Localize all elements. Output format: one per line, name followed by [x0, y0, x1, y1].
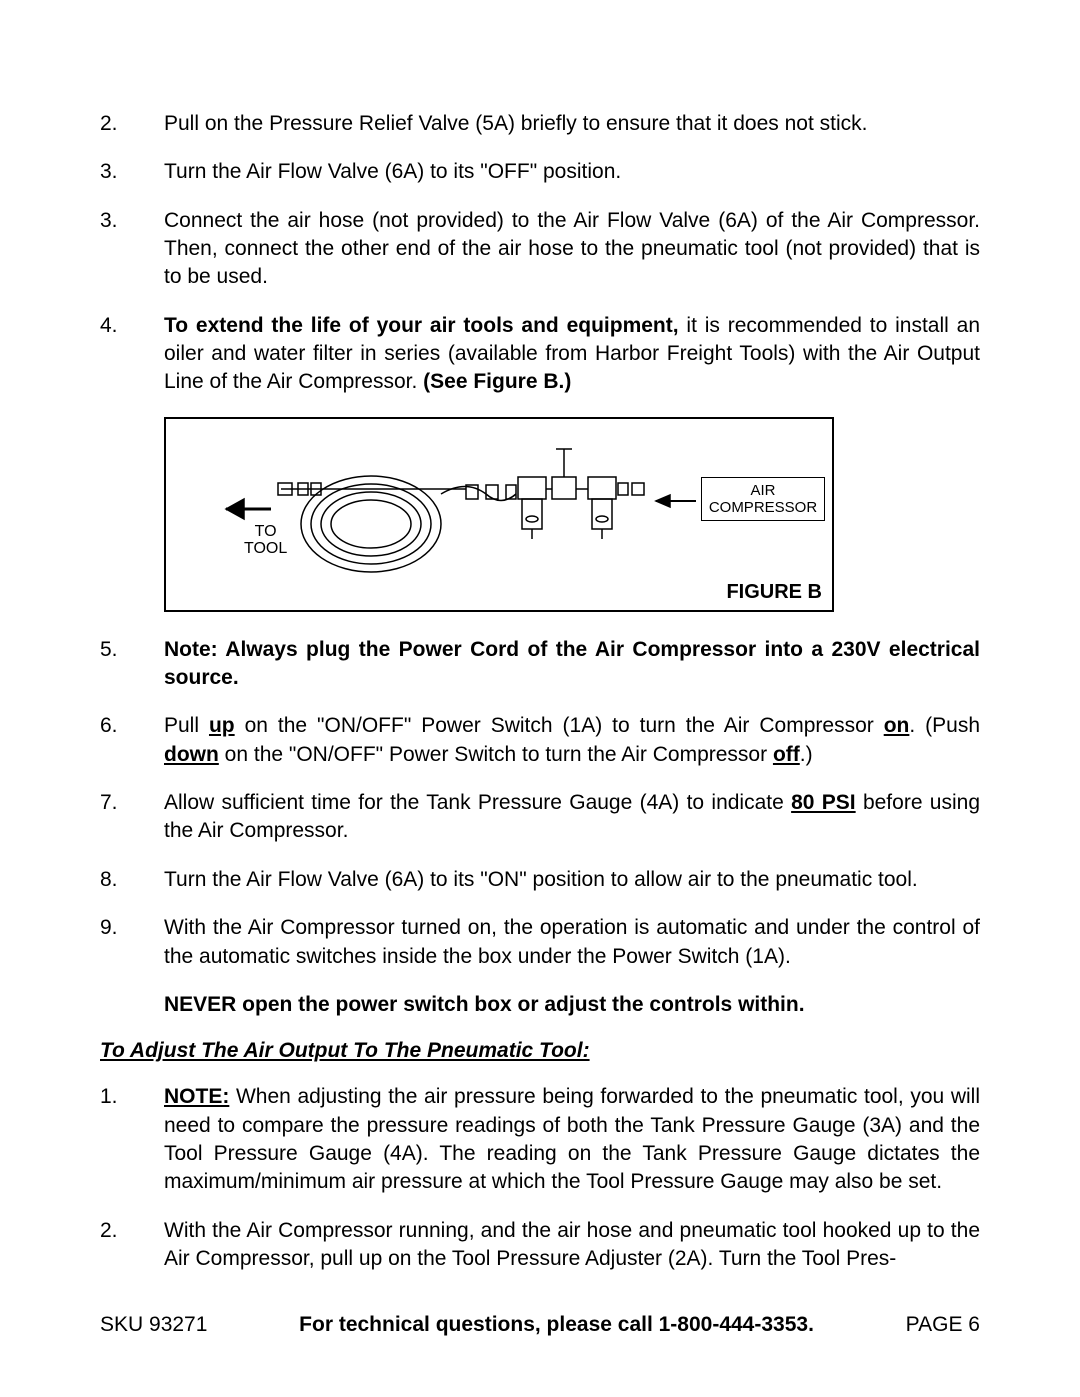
list-item: 8.Turn the Air Flow Valve (6A) to its "O…	[100, 866, 980, 894]
text-segment: 80 PSI	[791, 791, 856, 814]
list-item: 7.Allow sufficient time for the Tank Pre…	[100, 789, 980, 846]
list-item-number	[100, 991, 164, 1019]
list-item-number: 9.	[100, 914, 164, 971]
text-segment: Allow sufficient time for the Tank Press…	[164, 791, 791, 814]
list-item-body: With the Air Compressor running, and the…	[164, 1217, 980, 1274]
figure-caption: FIGURE B	[726, 581, 822, 604]
list-item: NEVER open the power switch box or adjus…	[100, 991, 980, 1019]
footer-support: For technical questions, please call 1-8…	[299, 1313, 814, 1337]
list-item-body: Allow sufficient time for the Tank Press…	[164, 789, 980, 846]
text-segment: Turn the Air Flow Valve (6A) to its "ON"…	[164, 868, 918, 891]
text-segment: off	[773, 743, 800, 766]
list-item-body: Pull on the Pressure Relief Valve (5A) b…	[164, 110, 980, 138]
figure-b: AIR COMPRESSOR TO TOOL FIGURE B	[164, 417, 834, 612]
text-segment: on	[884, 714, 910, 737]
footer-page: PAGE 6	[906, 1313, 980, 1337]
list-item-number: 1.	[100, 1083, 164, 1196]
list-item-body: NOTE: When adjusting the air pressure be…	[164, 1083, 980, 1196]
list-item: 2.Pull on the Pressure Relief Valve (5A)…	[100, 110, 980, 138]
text-segment: Pull on the Pressure Relief Valve (5A) b…	[164, 112, 867, 135]
text-segment: (See Figure B.)	[423, 370, 571, 393]
figure-to-tool-1: TO	[255, 523, 277, 540]
page: 2.Pull on the Pressure Relief Valve (5A)…	[0, 0, 1080, 1397]
list-item-body: NEVER open the power switch box or adjus…	[164, 991, 980, 1019]
list-item-body: To extend the life of your air tools and…	[164, 312, 980, 397]
text-segment: Pull	[164, 714, 209, 737]
list-item-number: 4.	[100, 312, 164, 397]
instruction-list-2: 5.Note: Always plug the Power Cord of th…	[100, 636, 980, 1019]
text-segment: With the Air Compressor running, and the…	[164, 1219, 980, 1270]
figure-to-tool-2: TOOL	[244, 540, 287, 557]
list-item: 1.NOTE: When adjusting the air pressure …	[100, 1083, 980, 1196]
text-segment: up	[209, 714, 235, 737]
list-item: 6.Pull up on the "ON/OFF" Power Switch (…	[100, 712, 980, 769]
list-item: 5.Note: Always plug the Power Cord of th…	[100, 636, 980, 693]
list-item-body: Connect the air hose (not provided) to t…	[164, 207, 980, 292]
list-item: 3.Connect the air hose (not provided) to…	[100, 207, 980, 292]
page-footer: SKU 93271 For technical questions, pleas…	[100, 1313, 980, 1337]
text-segment: To extend the life of your air tools and…	[164, 314, 686, 337]
figure-to-tool-label: TO TOOL	[244, 523, 287, 558]
text-segment: on the "ON/OFF" Power Switch to turn the…	[219, 743, 773, 766]
text-segment: Connect the air hose (not provided) to t…	[164, 209, 980, 289]
list-item-number: 2.	[100, 110, 164, 138]
text-segment: Turn the Air Flow Valve (6A) to its "OFF…	[164, 160, 621, 183]
text-segment: . (Push	[909, 714, 980, 737]
list-item-body: With the Air Compressor turned on, the o…	[164, 914, 980, 971]
footer-sku: SKU 93271	[100, 1313, 207, 1337]
figure-air-line2: COMPRESSOR	[709, 499, 817, 516]
instruction-list-3: 1.NOTE: When adjusting the air pressure …	[100, 1083, 980, 1273]
text-segment: NEVER open the power switch box or adjus…	[164, 993, 805, 1016]
text-segment: NOTE:	[164, 1085, 229, 1108]
list-item: 2.With the Air Compressor running, and t…	[100, 1217, 980, 1274]
list-item: 3.Turn the Air Flow Valve (6A) to its "O…	[100, 158, 980, 186]
text-segment: Note: Always plug the Power Cord of the …	[164, 638, 980, 689]
list-item-body: Turn the Air Flow Valve (6A) to its "ON"…	[164, 866, 980, 894]
list-item-body: Pull up on the "ON/OFF" Power Switch (1A…	[164, 712, 980, 769]
figure-air-compressor-box: AIR COMPRESSOR	[701, 477, 825, 522]
figure-air-line1: AIR	[750, 482, 775, 499]
instruction-list-1: 2.Pull on the Pressure Relief Valve (5A)…	[100, 110, 980, 397]
list-item-number: 8.	[100, 866, 164, 894]
list-item-number: 2.	[100, 1217, 164, 1274]
text-segment: With the Air Compressor turned on, the o…	[164, 916, 980, 967]
text-segment: .)	[800, 743, 813, 766]
text-segment: When adjusting the air pressure being fo…	[164, 1085, 980, 1193]
list-item: 4.To extend the life of your air tools a…	[100, 312, 980, 397]
list-item: 9.With the Air Compressor turned on, the…	[100, 914, 980, 971]
text-segment: down	[164, 743, 219, 766]
list-item-number: 3.	[100, 207, 164, 292]
text-segment: on the "ON/OFF" Power Switch (1A) to tur…	[235, 714, 884, 737]
list-item-number: 6.	[100, 712, 164, 769]
section-title: To Adjust The Air Output To The Pneumati…	[100, 1039, 980, 1063]
list-item-body: Turn the Air Flow Valve (6A) to its "OFF…	[164, 158, 980, 186]
list-item-number: 5.	[100, 636, 164, 693]
list-item-number: 3.	[100, 158, 164, 186]
list-item-body: Note: Always plug the Power Cord of the …	[164, 636, 980, 693]
list-item-number: 7.	[100, 789, 164, 846]
